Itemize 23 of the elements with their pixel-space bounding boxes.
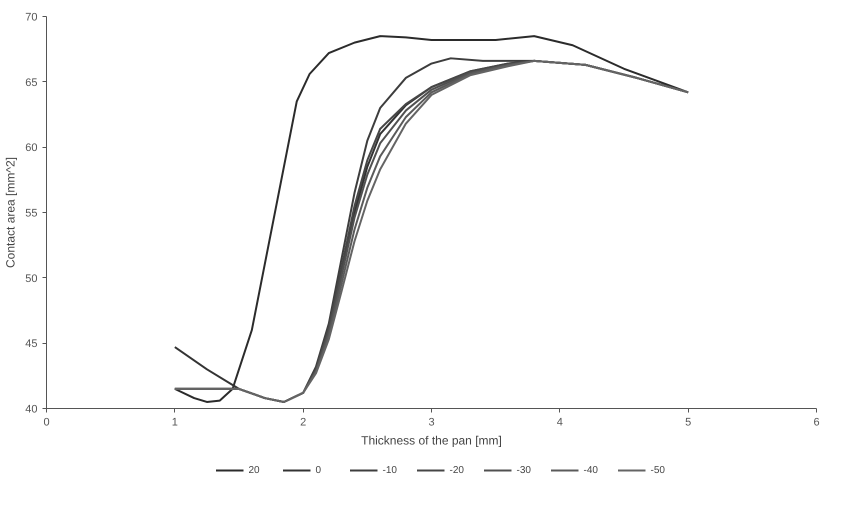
y-axis-title: Contact area [mm^2] [3, 156, 18, 268]
y-tick-label: 50 [25, 272, 38, 285]
legend-label: -50 [650, 464, 666, 476]
legend-label: 20 [248, 464, 261, 476]
x-tick-label: 2 [300, 416, 306, 428]
y-tick-label: 70 [25, 12, 38, 24]
y-tick-label: 45 [25, 338, 38, 350]
x-tick-label: 1 [172, 416, 178, 428]
y-tick-label: 40 [25, 404, 38, 416]
x-tick-label: 6 [813, 416, 820, 428]
legend-label: -40 [584, 464, 599, 476]
legend-label: 0 [316, 464, 322, 476]
legend-label: -30 [516, 464, 532, 476]
legend-label: -20 [450, 464, 465, 476]
x-axis-title: Thickness of the pan [mm] [361, 434, 502, 448]
y-tick-label: 55 [25, 208, 38, 220]
x-tick-label: 4 [556, 416, 563, 428]
x-tick-label: 0 [43, 416, 50, 428]
y-tick-label: 65 [25, 76, 38, 89]
x-tick-label: 5 [685, 416, 692, 428]
y-tick-label: 60 [25, 142, 38, 154]
legend-label: -10 [382, 464, 398, 476]
x-tick-label: 3 [428, 416, 435, 428]
